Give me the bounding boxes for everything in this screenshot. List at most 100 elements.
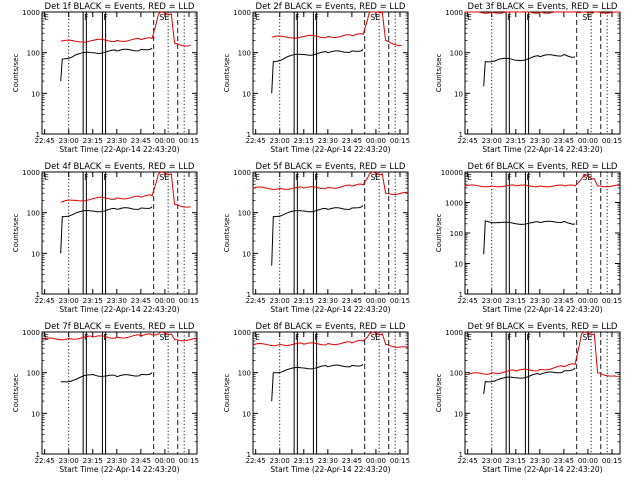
marker-label-f: F: [526, 173, 530, 182]
marker-label-e: E: [255, 333, 260, 342]
marker-box-f: [101, 171, 107, 295]
x-axis-label: Start Time (22-Apr-14 22:43:20): [59, 145, 179, 154]
x-tick-label: 00:00: [366, 457, 386, 465]
y-tick-label: 1: [247, 451, 251, 459]
x-tick-label: 23:00: [270, 457, 290, 465]
marker-box-f: [524, 11, 530, 135]
x-tick-label: 23:45: [131, 297, 151, 305]
x-tick-label: 23:15: [294, 297, 314, 305]
y-tick-label: 100: [27, 370, 40, 378]
x-tick-label: 23:15: [83, 137, 103, 145]
x-tick-label: 22:45: [458, 297, 478, 305]
y-tick-label: 1: [247, 131, 251, 139]
x-tick-label: 23:30: [318, 297, 338, 305]
plot-frame: [464, 331, 621, 455]
x-tick-label: 23:00: [270, 297, 290, 305]
y-tick-label: 1000: [233, 169, 251, 177]
series-line-lld: [467, 331, 617, 378]
plot-frame: [41, 171, 198, 295]
series-line-events: [483, 220, 576, 255]
marker-label-f: F: [314, 13, 318, 22]
marker-label-f: F: [103, 333, 107, 342]
x-tick-label: 00:15: [179, 457, 199, 465]
y-axis-label: Counts/sec: [435, 54, 443, 93]
chart-panel-8: Det 8f BLACK = Events, RED = LLD 1 10 100 10…: [223, 322, 410, 474]
chart-panel-5: Det 5f BLACK = Events, RED = LLD 1 10 100 10…: [223, 162, 410, 314]
marker-label-e: E: [44, 173, 49, 182]
x-tick-label: 23:00: [482, 457, 502, 465]
marker-label-e: E: [255, 13, 260, 22]
x-tick-label: 00:15: [179, 297, 199, 305]
marker-label-se: SE: [371, 13, 381, 22]
x-tick-label: 22:45: [458, 137, 478, 145]
x-tick-label: 00:00: [366, 137, 386, 145]
y-tick-label: 10: [242, 410, 251, 418]
marker-box-f: [101, 11, 107, 135]
series-line-lld: [252, 171, 409, 196]
chart-title: Det 6f BLACK = Events, RED = LLD: [468, 162, 618, 172]
marker-label-se: SE: [583, 13, 593, 22]
marker-label-f: F: [314, 333, 318, 342]
x-axis-label: Start Time (22-Apr-14 22:43:20): [59, 305, 179, 314]
series-line-events: [60, 372, 153, 383]
x-axis-label: Start Time (22-Apr-14 22:43:20): [270, 465, 390, 474]
marker-box-f: [293, 331, 298, 455]
marker-label-f: F: [103, 173, 107, 182]
marker-label-e: E: [467, 173, 472, 182]
x-tick-label: 00:00: [578, 297, 598, 305]
y-tick-label: 1000: [22, 329, 40, 337]
marker-label-se: SE: [371, 173, 381, 182]
x-tick-label: 22:45: [35, 137, 55, 145]
x-tick-label: 23:15: [83, 457, 103, 465]
marker-label-se: SE: [160, 333, 170, 342]
x-tick-label: 23:45: [342, 457, 362, 465]
x-tick-label: 22:45: [35, 297, 55, 305]
y-axis-label: Counts/sec: [435, 374, 443, 413]
y-tick-label: 1000: [445, 200, 463, 208]
x-tick-label: 23:15: [294, 137, 314, 145]
marker-label-f: F: [507, 13, 511, 22]
chart-panel-2: Det 2f BLACK = Events, RED = LLD 1 10 100 10…: [223, 2, 410, 154]
x-axis-label: Start Time (22-Apr-14 22:43:20): [270, 305, 390, 314]
marker-label-f: F: [295, 333, 299, 342]
plot-frame: [41, 331, 198, 455]
x-tick-label: 23:30: [318, 137, 338, 145]
x-tick-label: 23:00: [59, 297, 79, 305]
y-tick-label: 100: [238, 370, 251, 378]
series-line-lld: [60, 11, 191, 47]
chart-panel-4: Det 4f BLACK = Events, RED = LLD 1 10 100 10…: [12, 162, 199, 314]
x-tick-label: 23:00: [59, 457, 79, 465]
x-tick-label: 22:45: [246, 457, 266, 465]
marker-label-f: F: [507, 333, 511, 342]
marker-label-e: E: [467, 13, 472, 22]
y-tick-label: 100: [27, 210, 40, 218]
marker-box-f: [312, 331, 318, 455]
y-axis-label: Counts/sec: [12, 214, 20, 253]
x-tick-label: 00:00: [155, 297, 175, 305]
series-line-events: [60, 47, 153, 82]
marker-label-f: F: [295, 13, 299, 22]
y-tick-label: 1: [36, 291, 40, 299]
x-tick-label: 00:15: [602, 457, 622, 465]
marker-box-f: [524, 331, 530, 455]
marker-box-f: [312, 171, 318, 295]
series-line-events: [271, 205, 364, 266]
x-axis-label: Start Time (22-Apr-14 22:43:20): [482, 145, 602, 154]
x-tick-label: 23:30: [107, 297, 127, 305]
marker-box-f: [505, 331, 510, 455]
plot-frame: [41, 11, 198, 135]
series-line-lld: [252, 331, 409, 349]
x-tick-label: 23:45: [342, 137, 362, 145]
series-line-lld: [60, 171, 191, 208]
x-tick-label: 00:15: [390, 457, 410, 465]
x-tick-label: 23:45: [131, 457, 151, 465]
plot-frame: [252, 171, 409, 295]
x-tick-label: 23:45: [554, 297, 574, 305]
x-axis-label: Start Time (22-Apr-14 22:43:20): [482, 465, 602, 474]
x-tick-label: 23:45: [131, 137, 151, 145]
x-tick-label: 22:45: [458, 457, 478, 465]
x-tick-label: 23:30: [530, 457, 550, 465]
chart-panel-1: Det 1f BLACK = Events, RED = LLD 1 10 100 10…: [12, 2, 199, 154]
chart-title: Det 1f BLACK = Events, RED = LLD: [45, 2, 195, 12]
y-tick-label: 1: [459, 131, 463, 139]
